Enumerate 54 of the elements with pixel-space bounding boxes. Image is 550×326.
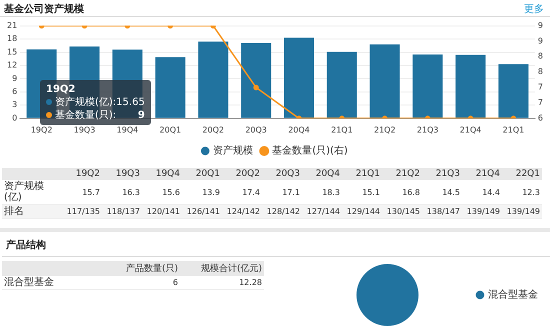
category-label: 20Q2 bbox=[234, 168, 261, 180]
annotation: 9 bbox=[138, 109, 145, 122]
y2-tick-label: 9 bbox=[538, 20, 544, 30]
category-label: 规模合计(亿元) bbox=[200, 262, 263, 276]
category-label: 21Q1 bbox=[354, 168, 381, 180]
x-tick-label: 21Q4 bbox=[460, 125, 482, 134]
chart-title: 基金公司资产规模 bbox=[4, 2, 84, 16]
category-label: 产品数量(只) bbox=[124, 262, 179, 276]
x-tick-label: 19Q4 bbox=[116, 125, 138, 134]
category-label: 19Q3 bbox=[114, 168, 141, 180]
text: 产品结构 bbox=[2, 234, 550, 257]
y-tick-label: 0 bbox=[12, 113, 18, 122]
y2-tick-label: 7 bbox=[538, 98, 544, 108]
category-label: 20Q1 bbox=[194, 168, 221, 180]
category-label: 21Q2 bbox=[394, 168, 421, 180]
text: 更多 bbox=[524, 3, 544, 16]
table-row: 排名 117/135 118/137 120/141 126/141 124/142 128/142 127/144 129/144 130/145 138/147 139/149 139/149 bbox=[2, 204, 542, 218]
legend-label: 混合型基金 bbox=[488, 288, 538, 301]
y-tick-label: 21 bbox=[6, 20, 18, 30]
legend-label: 基金数量(只)(右) bbox=[272, 144, 348, 157]
y-tick-label: 18 bbox=[6, 34, 18, 44]
y2-tick-label: 8 bbox=[538, 67, 544, 76]
y2-tick-label: 8 bbox=[538, 52, 544, 61]
y-tick-label: 12 bbox=[6, 60, 18, 70]
legend-label: 资产规模 bbox=[213, 144, 254, 157]
annotation: 基金数量(只): bbox=[55, 110, 116, 121]
table-row: 资产规模(亿) 15.7 16.3 15.6 13.9 17.4 17.1 18.3 15.1 16.8 14.5 14.4 12.3 bbox=[2, 180, 542, 204]
y-tick-label: 9 bbox=[12, 74, 18, 83]
category-label: 19Q4 bbox=[154, 168, 181, 180]
category-label: 19Q2 bbox=[74, 168, 101, 180]
x-tick-label: 20Q2 bbox=[202, 125, 224, 134]
table-row: 混合型基金 6 12.28 bbox=[2, 276, 264, 290]
x-tick-label: 21Q1 bbox=[331, 125, 353, 134]
y-tick-label: 6 bbox=[12, 87, 18, 96]
x-tick-label: 20Q3 bbox=[245, 125, 267, 134]
y2-tick-label: 7 bbox=[538, 82, 544, 92]
category-label: 21Q4 bbox=[474, 168, 501, 180]
annotation: 资产规模(亿):15.65 bbox=[54, 96, 145, 109]
x-tick-label: 21Q1 bbox=[502, 125, 524, 134]
x-tick-label: 20Q1 bbox=[160, 125, 182, 134]
category-label: 22Q1 bbox=[514, 168, 541, 180]
y-tick-label: 15 bbox=[6, 47, 18, 56]
category-label: 20Q3 bbox=[274, 168, 301, 180]
category-label: 20Q4 bbox=[314, 168, 341, 180]
x-tick-label: 21Q3 bbox=[416, 125, 438, 134]
y2-tick-label: 9 bbox=[538, 36, 544, 46]
x-tick-label: 19Q3 bbox=[74, 125, 96, 134]
x-tick-label: 19Q2 bbox=[30, 125, 52, 134]
y-tick-label: 3 bbox=[12, 100, 18, 110]
annotation: 19Q2 bbox=[46, 83, 76, 96]
y2-tick-label: 6 bbox=[538, 113, 544, 122]
x-tick-label: 20Q4 bbox=[288, 125, 310, 134]
category-label: 21Q3 bbox=[434, 168, 461, 180]
x-tick-label: 21Q2 bbox=[374, 125, 396, 134]
